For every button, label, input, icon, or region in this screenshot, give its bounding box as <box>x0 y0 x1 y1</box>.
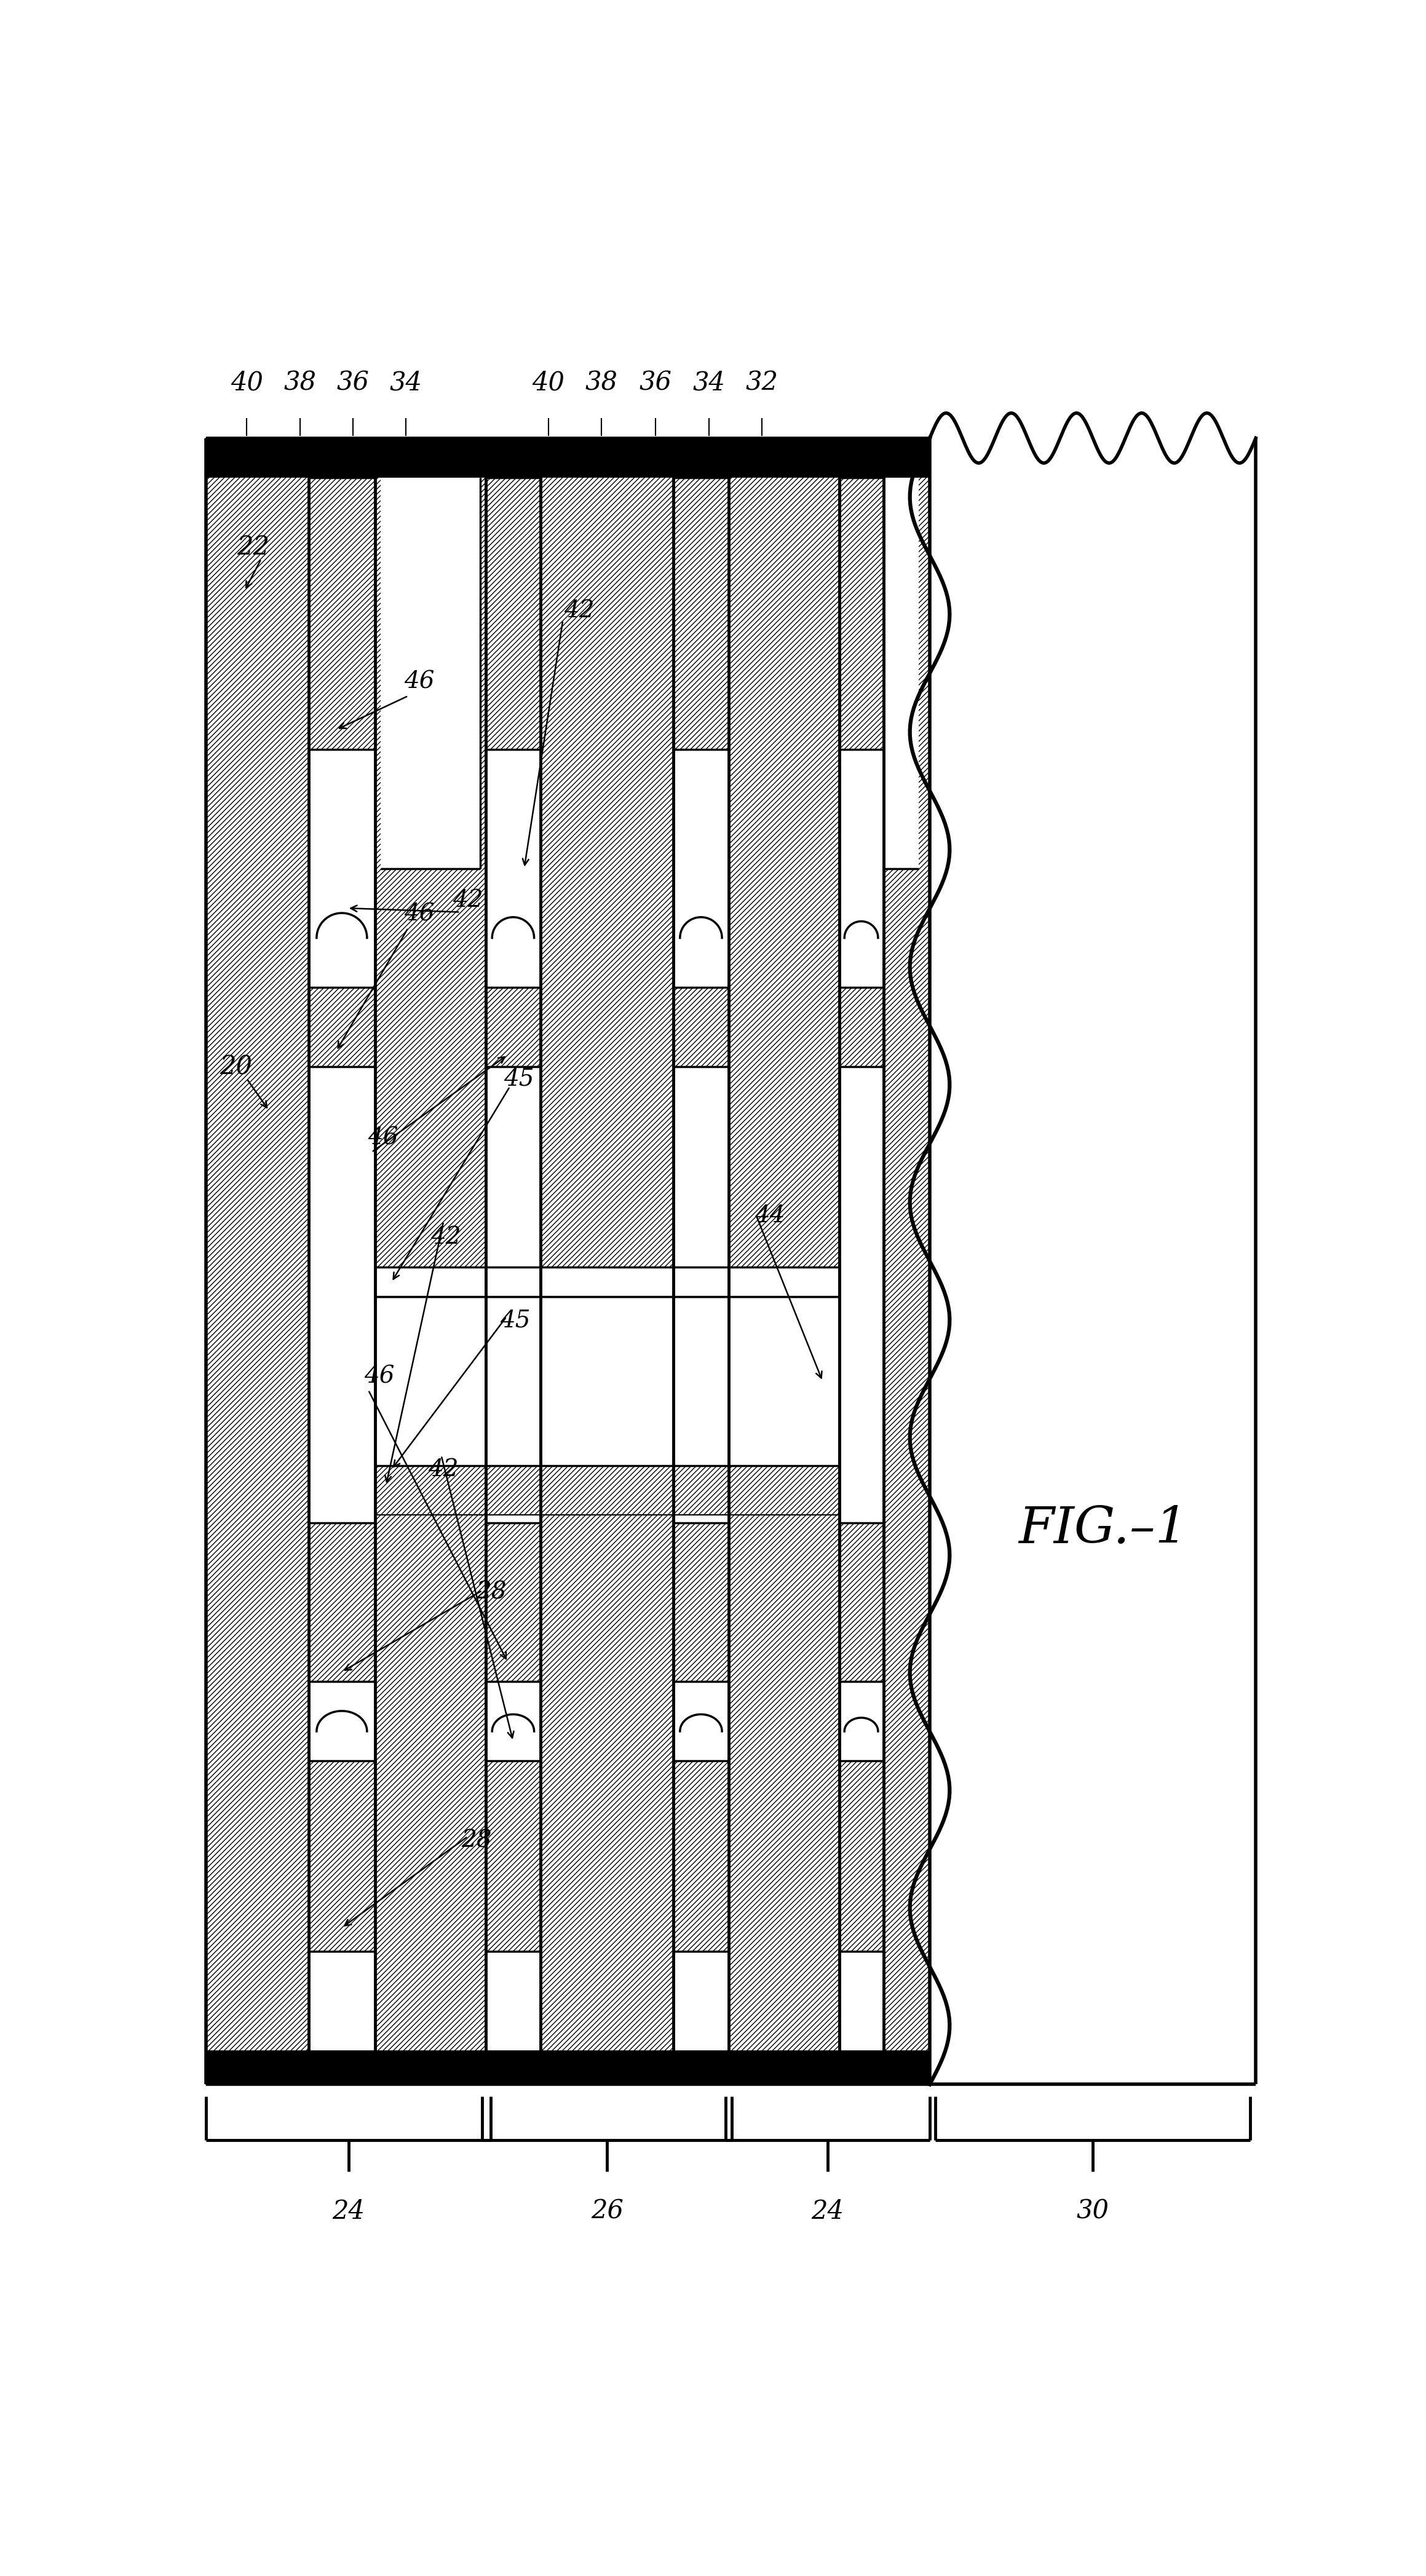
Bar <box>838 1066 883 1522</box>
Bar <box>205 438 930 477</box>
Text: 38: 38 <box>585 368 617 397</box>
Text: 34: 34 <box>693 368 724 397</box>
Bar <box>485 477 540 750</box>
Bar <box>308 1522 375 1682</box>
Text: 28: 28 <box>462 1829 492 1852</box>
Text: 22: 22 <box>237 533 270 559</box>
Text: 44: 44 <box>754 1203 784 1226</box>
Bar <box>485 1066 540 1522</box>
Bar <box>883 438 930 2084</box>
Bar <box>485 1762 540 1953</box>
Text: 45: 45 <box>503 1066 533 1090</box>
Bar <box>838 477 883 750</box>
Bar <box>375 1296 838 1466</box>
Bar <box>673 1522 729 1682</box>
Bar <box>308 438 375 2084</box>
Text: 46: 46 <box>364 1365 395 1388</box>
Bar <box>673 1762 729 1953</box>
Bar <box>673 1066 729 1522</box>
Bar <box>485 438 540 2084</box>
Text: 45: 45 <box>501 1309 530 1332</box>
Bar <box>729 438 838 2084</box>
Bar <box>838 1762 883 1953</box>
Bar <box>308 477 375 750</box>
Bar <box>205 2050 930 2084</box>
Text: 28: 28 <box>476 1582 506 1605</box>
Text: 38: 38 <box>284 368 317 397</box>
Text: 40: 40 <box>231 368 262 397</box>
Bar <box>930 438 1256 2084</box>
Bar <box>381 477 481 868</box>
Bar <box>673 477 729 750</box>
Bar <box>205 438 308 2084</box>
Text: 24: 24 <box>811 2197 844 2223</box>
Bar <box>673 987 729 1066</box>
Text: 46: 46 <box>404 902 435 925</box>
Bar <box>540 438 673 2084</box>
Bar <box>308 750 375 987</box>
Text: 34: 34 <box>389 368 422 397</box>
Bar <box>308 987 375 1066</box>
Text: 40: 40 <box>532 368 565 397</box>
Text: 42: 42 <box>452 889 483 912</box>
Bar <box>308 1762 375 1953</box>
Bar <box>838 987 883 1066</box>
Bar <box>673 1682 729 1762</box>
Bar <box>485 750 540 987</box>
Text: 46: 46 <box>404 670 435 693</box>
Bar <box>308 1682 375 1762</box>
Bar <box>375 438 485 2084</box>
Text: 30: 30 <box>1077 2197 1109 2223</box>
Text: 46: 46 <box>368 1126 398 1149</box>
Text: 32: 32 <box>746 368 779 397</box>
Bar <box>838 1522 883 1682</box>
Text: 42: 42 <box>431 1226 461 1249</box>
Bar <box>485 987 540 1066</box>
Text: 36: 36 <box>337 368 369 397</box>
Bar <box>673 438 729 2084</box>
Bar <box>485 1522 540 1682</box>
Bar <box>838 438 883 2084</box>
Bar <box>375 1466 838 1515</box>
Bar <box>838 1682 883 1762</box>
Bar <box>375 1267 838 1296</box>
Bar <box>883 477 918 868</box>
Text: FIG.–1: FIG.–1 <box>1018 1504 1188 1553</box>
Bar <box>673 750 729 987</box>
Bar <box>838 750 883 987</box>
Text: 24: 24 <box>332 2197 365 2223</box>
Text: 42: 42 <box>565 600 595 621</box>
Text: 20: 20 <box>220 1054 252 1079</box>
Bar <box>485 1682 540 1762</box>
Bar <box>308 1066 375 1522</box>
Text: 26: 26 <box>590 2197 623 2223</box>
Text: 36: 36 <box>639 368 672 397</box>
Text: 42: 42 <box>428 1458 459 1481</box>
